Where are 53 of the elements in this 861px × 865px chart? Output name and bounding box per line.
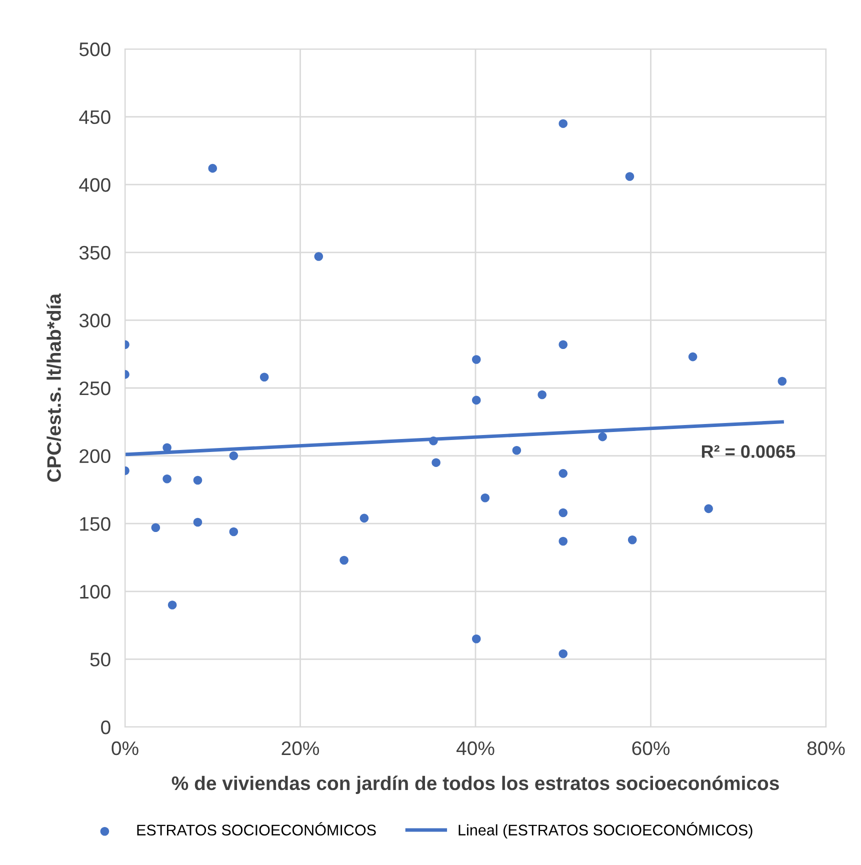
y-axis-title: CPC/est.s. lt/hab*día [46,293,62,482]
point [340,556,348,565]
point [229,451,238,460]
point [193,476,202,485]
point [538,390,546,400]
y-tick-label: 50 [90,652,110,666]
point [472,396,481,405]
legend-label: Lineal (ESTRATOS SOCIOECONÓMICOS) [458,822,752,839]
y-tick-label: 150 [80,517,110,531]
y-tick-label: 250 [80,381,110,396]
y-tick-label: 0 [101,720,110,734]
x-tick-label: 40% [456,741,494,756]
y-tick-label: 300 [79,314,110,328]
legend-label: ESTRATOS SOCIOECONÓMICOS [137,822,376,836]
x-tick-label: 60% [632,741,670,756]
point [314,252,324,261]
x-tick-label: 80% [807,741,845,756]
point [151,523,160,532]
point [512,446,522,455]
x-axis-title: % de viviendas con jardín de todos los estratos socioeconómicos [172,776,779,794]
point [704,504,713,514]
point [598,432,607,442]
y-tick-label: 100 [80,584,110,599]
point [558,649,568,658]
y-tick-label: 450 [79,110,110,124]
x-tick-label: 20% [282,741,320,756]
point [558,536,568,546]
point [778,376,787,386]
point [472,634,481,644]
point [168,600,177,610]
point [628,535,637,544]
y-tick-label: 200 [80,449,110,464]
point [472,355,481,364]
y-tick-label: 350 [79,246,110,260]
point [360,514,369,523]
point [558,469,568,478]
y-tick-label: 400 [79,178,110,192]
point [558,508,568,518]
point [432,458,440,467]
point [208,164,218,173]
x-tick-label: 0% [112,741,138,756]
point [429,436,438,446]
point [260,372,269,382]
point [193,518,202,527]
y-tick-label: 500 [79,42,110,56]
point [162,474,172,484]
point [558,119,568,128]
point [558,340,568,349]
point [688,352,698,362]
point [229,527,238,536]
annotation: R² = 0.0065 [702,445,796,458]
point [625,172,634,181]
point [480,493,490,502]
